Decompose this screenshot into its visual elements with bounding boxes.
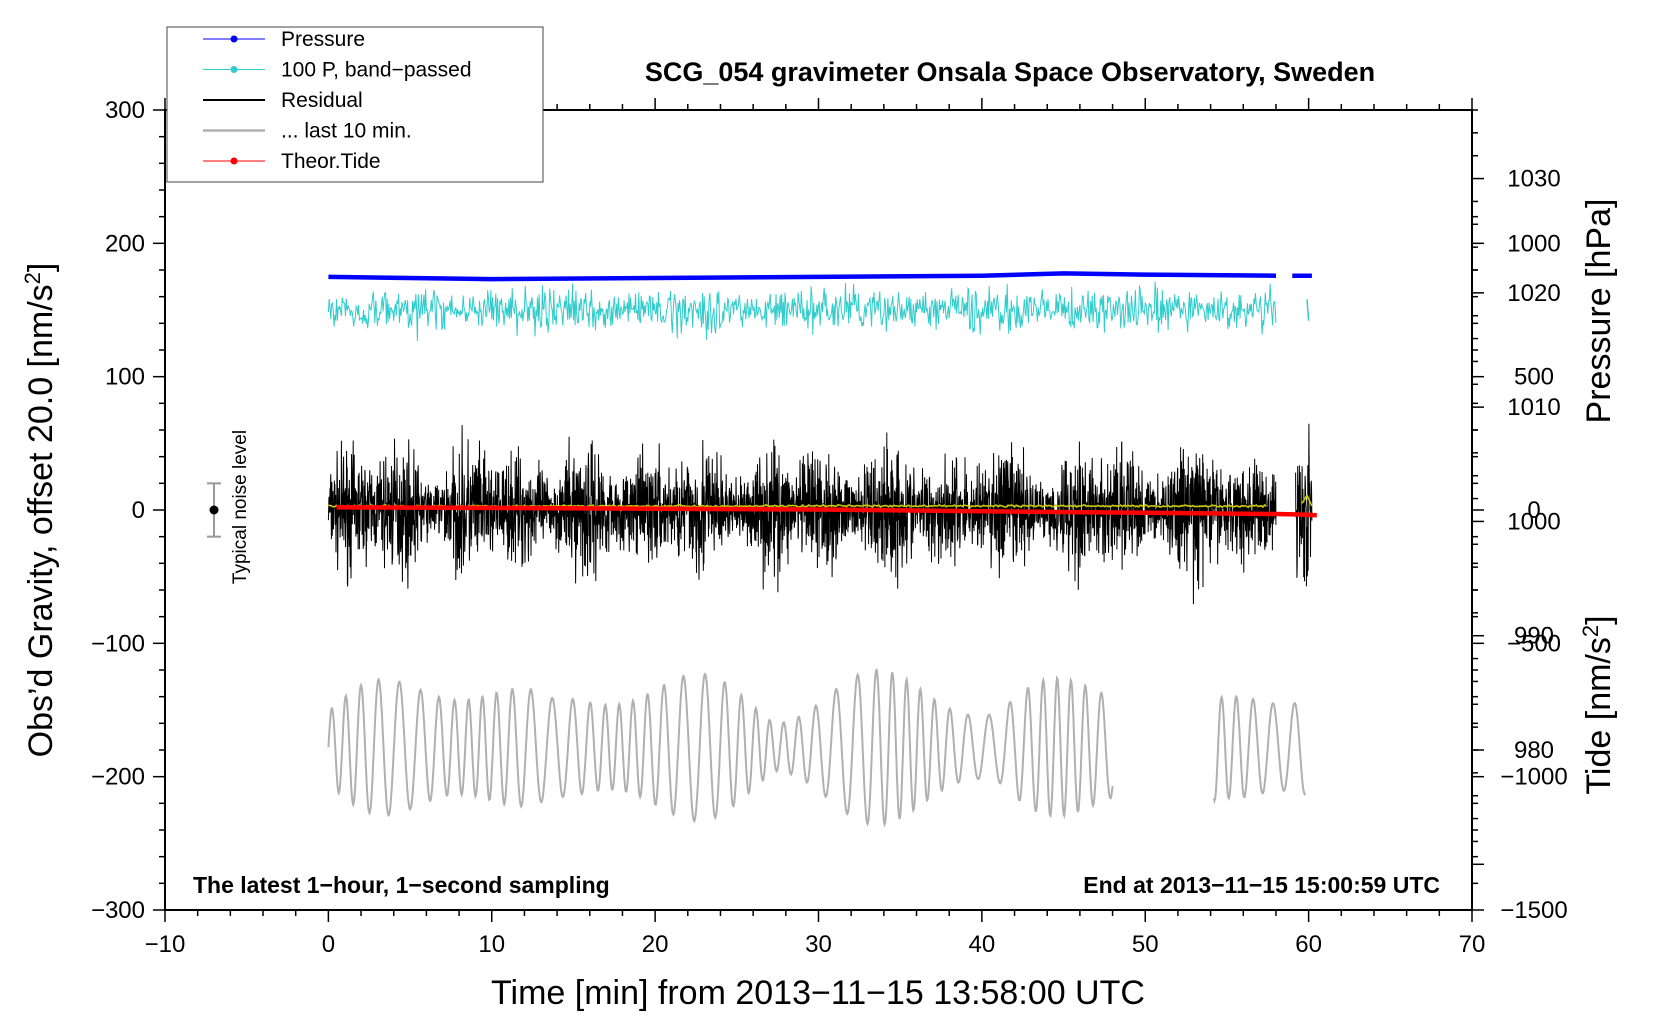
series-pressure [328,271,1277,282]
note-left: The latest 1−hour, 1−second sampling [193,872,610,898]
y-tick-label-left: 300 [105,97,145,124]
x-tick-label: 70 [1459,931,1486,958]
series-band-passed [327,281,1277,341]
y-tick-label-left: −100 [91,630,145,657]
y-tick-label-tide: −500 [1507,630,1561,657]
legend: Pressure 100 P, band−passed Residual ... la… [166,26,544,183]
x-tick-label: −10 [145,931,186,958]
y-tick-label-tide: 0 [1527,497,1540,524]
y-tick-label-tide: 500 [1514,364,1554,391]
legend-label: ... last 10 min. [281,120,412,143]
y-tick-label-left: 0 [132,497,145,524]
series-residual-tail [1295,423,1313,587]
legend-box [166,26,544,183]
series-band-passed-tail [1306,299,1310,321]
x-tick-label: 60 [1295,931,1322,958]
x-tick-label: 30 [805,931,832,958]
chart-title: SCG_054 gravimeter Onsala Space Observat… [645,57,1375,87]
y-tick-label-pressure: 980 [1514,737,1554,764]
noise-center-dot [209,505,219,515]
note-right: End at 2013−11−15 15:00:59 UTC [1083,872,1440,898]
y-tick-label-pressure: 990 [1514,623,1554,650]
x-axis-title: Time [min] from 2013−11−15 13:58:00 UTC [491,974,1145,1012]
noise-indicator [207,482,222,538]
series-theor-tide [336,505,1317,518]
y-tick-label-left: −300 [91,897,145,924]
series-residual [327,425,1277,605]
series-residual-smoothed-tail [1301,493,1313,507]
y-axis-title-left: Obs’d Gravity, offset 20.0 [nm/s2] [20,263,61,758]
y-tick-label-left: 200 [105,230,145,257]
y-axis-title-pressure: Pressure [hPa] [1580,199,1618,424]
legend-marker [230,66,238,73]
x-tick-label: 40 [969,931,996,958]
noise-label: Typical noise level [230,430,251,584]
legend-label: 100 P, band−passed [281,59,472,82]
series-last-10-min-end [1212,694,1307,805]
axes: −10 0 10 20 30 40 50 60 70−300−200−1000100200300… [91,97,1568,958]
data-series [327,271,1317,828]
series-last-10-min [327,667,1114,828]
y-tick-label-pressure: 1000 [1507,508,1560,535]
y-axis-title-tide: Tide [nm/s2] [1578,615,1619,794]
y-tick-label-pressure: 1020 [1507,280,1560,307]
y-tick-label-pressure: 1030 [1507,166,1560,193]
legend-marker [230,35,238,43]
y-tick-label-tide: 1000 [1507,230,1560,257]
x-tick-label: 0 [322,931,335,958]
x-tick-label: 10 [478,931,505,958]
y-tick-label-tide: −1000 [1500,764,1567,791]
legend-marker [230,157,238,165]
y-tick-label-pressure: 1010 [1507,394,1560,421]
x-tick-label: 50 [1132,931,1159,958]
x-tick-label: 20 [642,931,669,958]
y-tick-label-tide: −1500 [1500,897,1567,924]
legend-label: Pressure [281,28,365,51]
series-residual-smoothed [328,503,1267,509]
y-tick-label-left: 100 [105,364,145,391]
y-tick-label-left: −200 [91,764,145,791]
legend-label: Residual [281,89,363,112]
legend-label: Theor.Tide [281,150,381,173]
